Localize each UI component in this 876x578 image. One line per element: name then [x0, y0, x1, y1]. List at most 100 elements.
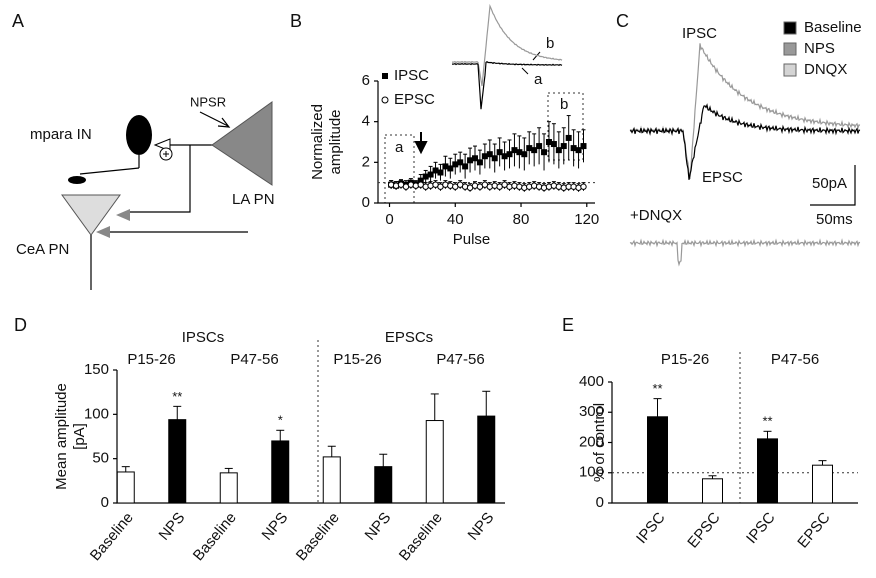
npsr-arrow [199, 111, 231, 128]
marker [565, 134, 572, 141]
marker [462, 163, 469, 170]
significance: ** [652, 381, 662, 396]
bar [812, 464, 833, 504]
x-tick-label: 40 [447, 211, 464, 228]
x-tick-label: Baseline [293, 509, 343, 564]
significance: * [278, 413, 283, 428]
group-label: EPSCs [385, 329, 433, 346]
bar [477, 415, 496, 504]
marker [437, 169, 444, 176]
scale-label: 50ms [816, 211, 853, 228]
x-tick-label: Baseline [190, 509, 240, 564]
box-label: b [560, 96, 568, 113]
circuit-diagram: mpara IN LA PN CeA PN NPSR [16, 94, 275, 290]
la-neuron [211, 101, 273, 186]
marker [560, 143, 567, 150]
legend-label: EPSC [394, 91, 435, 108]
marker [516, 149, 523, 156]
significance: ** [172, 389, 182, 404]
bar [757, 438, 778, 504]
bar [322, 456, 341, 504]
x-tick-label: NPS [362, 509, 395, 544]
y-axis-label: % of control [591, 403, 608, 482]
legend-swatch [783, 42, 797, 56]
bar [374, 466, 393, 504]
marker [541, 149, 548, 156]
axon [79, 167, 140, 175]
bar [168, 419, 187, 504]
synapse [116, 209, 130, 221]
trace-dnqx [629, 238, 861, 267]
x-tick-label: 120 [574, 211, 599, 228]
subgroup-label: P47-56 [230, 351, 278, 368]
y-tick-label: 200 [579, 433, 604, 450]
y-tick-label: 0 [596, 494, 604, 511]
cell-label: LA PN [232, 191, 275, 208]
cea-neuron [61, 194, 121, 236]
inset-trace-a [452, 60, 563, 110]
marker [422, 173, 429, 180]
cell-label: mpara IN [30, 126, 92, 143]
window-box [547, 92, 584, 161]
marker [575, 147, 582, 154]
marker [501, 153, 508, 160]
synapse [96, 226, 110, 238]
marker [531, 147, 538, 154]
x-axis-label: Pulse [453, 231, 491, 248]
marker [481, 153, 488, 160]
marker [452, 161, 459, 168]
x-tick-label: Baseline [87, 509, 137, 564]
interneuron [126, 115, 152, 155]
y-axis-label: amplitude [327, 109, 344, 174]
panel-c-decor: IPSC EPSC +DNQX 50pA 50ms [630, 25, 856, 228]
x-tick-label: 0 [385, 211, 393, 228]
application-arrow [414, 132, 428, 155]
series [388, 115, 587, 190]
y-tick-label: 400 [579, 373, 604, 390]
legend-label: Baseline [804, 19, 862, 36]
marker [467, 157, 474, 164]
y-tick-label: 6 [362, 72, 370, 89]
legend-marker [381, 96, 389, 104]
marker [471, 155, 478, 162]
x-tick-label: IPSC [743, 509, 779, 547]
legend-label: IPSC [394, 67, 429, 84]
marker [580, 143, 587, 150]
marker [526, 145, 533, 152]
y-tick-label: 4 [362, 113, 370, 130]
bar [219, 472, 238, 504]
scale-bar [810, 165, 856, 206]
pointer [521, 67, 529, 75]
bar [647, 416, 668, 504]
y-axis-label: [pA] [71, 423, 88, 450]
marker [496, 149, 503, 156]
y-tick-label: 100 [84, 405, 109, 422]
subgroup-label: P47-56 [771, 351, 819, 368]
y-tick-label: 0 [101, 494, 109, 511]
subgroup-label: P15-26 [661, 351, 709, 368]
panel-label: A [12, 11, 24, 31]
marker [457, 159, 464, 166]
y-tick-label: 100 [579, 464, 604, 481]
legend-label: NPS [804, 40, 835, 57]
x-tick-label: Baseline [396, 509, 446, 564]
marker [545, 139, 552, 145]
bar [425, 420, 444, 504]
trace-label: IPSC [682, 25, 717, 42]
cell-label: CeA PN [16, 241, 69, 258]
bar [702, 478, 723, 504]
subgroup-label: P15-26 [333, 351, 381, 368]
marker [432, 167, 439, 174]
x-tick-label: EPSC [794, 509, 833, 551]
subgroup-label: P15-26 [127, 351, 175, 368]
terminal [68, 176, 86, 184]
y-tick-label: 300 [579, 403, 604, 420]
marker [555, 147, 562, 154]
legend-swatch [783, 63, 797, 77]
legend-marker [382, 73, 388, 79]
panel-label: C [616, 11, 629, 31]
x-tick-label: NPS [259, 509, 292, 544]
series [387, 180, 587, 192]
significance: ** [762, 414, 772, 429]
marker [506, 151, 513, 158]
